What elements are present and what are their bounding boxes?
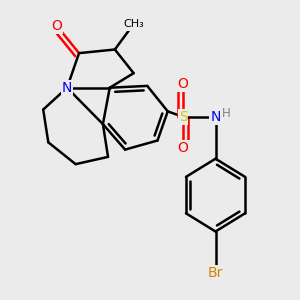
Text: Br: Br (208, 266, 223, 280)
Text: N: N (62, 81, 72, 95)
Text: O: O (178, 141, 188, 155)
Text: O: O (51, 19, 62, 33)
Text: CH₃: CH₃ (123, 19, 144, 29)
Text: H: H (222, 107, 230, 120)
Text: N: N (210, 110, 221, 124)
Text: O: O (178, 77, 188, 91)
Text: CH₃: CH₃ (123, 17, 145, 31)
Text: S: S (179, 110, 188, 124)
